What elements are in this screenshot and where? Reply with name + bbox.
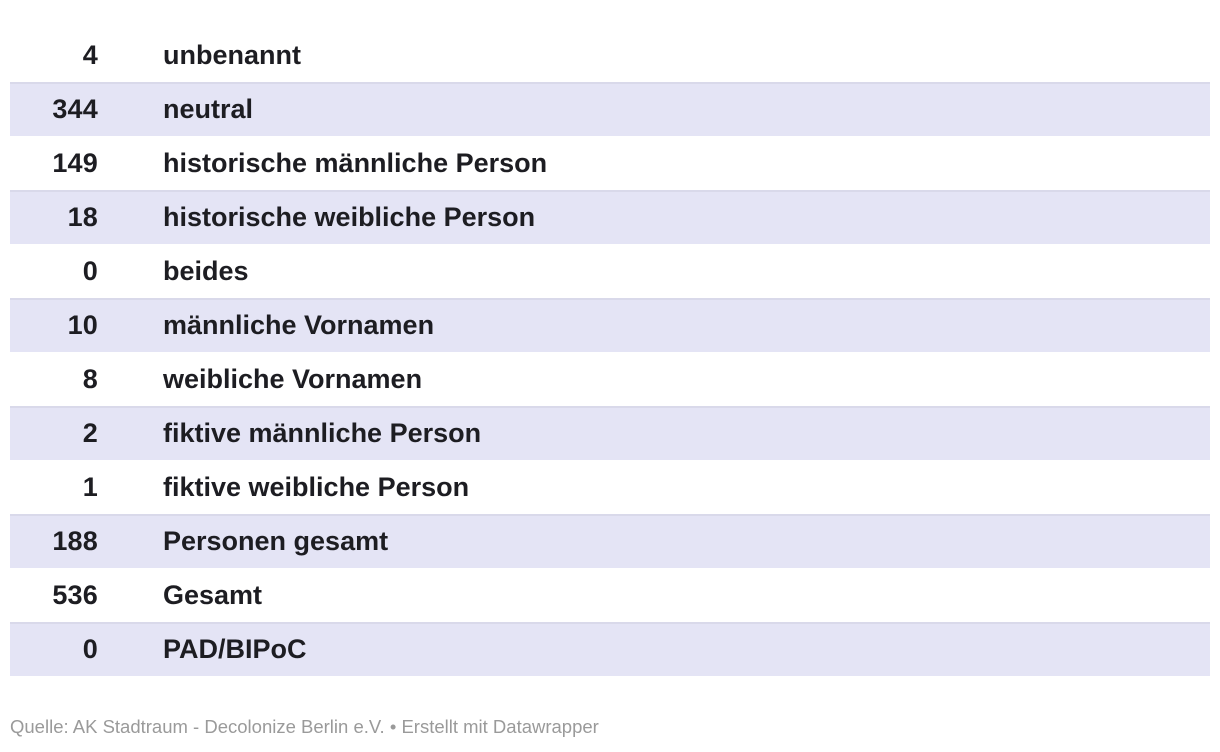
row-value: 18 <box>67 201 98 232</box>
row-label: weibliche Vornamen <box>163 363 423 394</box>
row-label: historische weibliche Person <box>163 201 536 232</box>
row-label: fiktive männliche Person <box>163 417 482 448</box>
row-value: 344 <box>52 93 98 124</box>
row-label: historische männliche Person <box>163 147 548 178</box>
table-row: 8 weibliche Vornamen <box>10 352 1210 406</box>
table-row: 0 beides <box>10 244 1210 298</box>
table-row: 149 historische männliche Person <box>10 136 1210 190</box>
row-value: 8 <box>82 363 98 394</box>
row-label: männliche Vornamen <box>163 309 435 340</box>
row-label: beides <box>163 255 249 286</box>
row-label: fiktive weibliche Person <box>163 471 470 502</box>
footer-separator: • <box>389 716 397 737</box>
data-table: 4 unbenannt 344 neutral 149 historische männl… <box>10 28 1210 676</box>
row-label: Gesamt <box>163 579 263 610</box>
row-label: unbenannt <box>163 39 301 70</box>
table-row: 4 unbenannt <box>10 28 1210 82</box>
row-value: 0 <box>82 255 98 286</box>
row-value: 10 <box>67 309 98 340</box>
row-value: 1 <box>82 471 98 502</box>
table-row: 0 PAD/BIPoC <box>10 622 1210 676</box>
row-label: neutral <box>163 93 254 124</box>
table-row: 536 Gesamt <box>10 568 1210 622</box>
row-label: Personen gesamt <box>163 525 389 556</box>
table-row: 188 Personen gesamt <box>10 514 1210 568</box>
row-value: 0 <box>82 633 98 664</box>
row-value: 188 <box>52 525 98 556</box>
table-row: 344 neutral <box>10 82 1210 136</box>
credit-prefix: Erstellt mit <box>401 716 488 737</box>
table-row: 18 historische weibliche Person <box>10 190 1210 244</box>
table-row: 1 fiktive weibliche Person <box>10 460 1210 514</box>
source-label: Quelle: <box>10 716 69 737</box>
table-row: 2 fiktive männliche Person <box>10 406 1210 460</box>
row-value: 149 <box>52 147 98 178</box>
row-value: 536 <box>52 579 98 610</box>
row-value: 4 <box>82 39 98 70</box>
row-label: PAD/BIPoC <box>163 633 307 664</box>
row-value: 2 <box>82 417 98 448</box>
datawrapper-link[interactable]: Datawrapper <box>492 716 599 737</box>
chart-footer: Quelle: AK Stadtraum - Decolonize Berlin… <box>10 715 599 739</box>
source-link[interactable]: AK Stadtraum - Decolonize Berlin e.V. <box>72 716 385 737</box>
table-row: 10 männliche Vornamen <box>10 298 1210 352</box>
